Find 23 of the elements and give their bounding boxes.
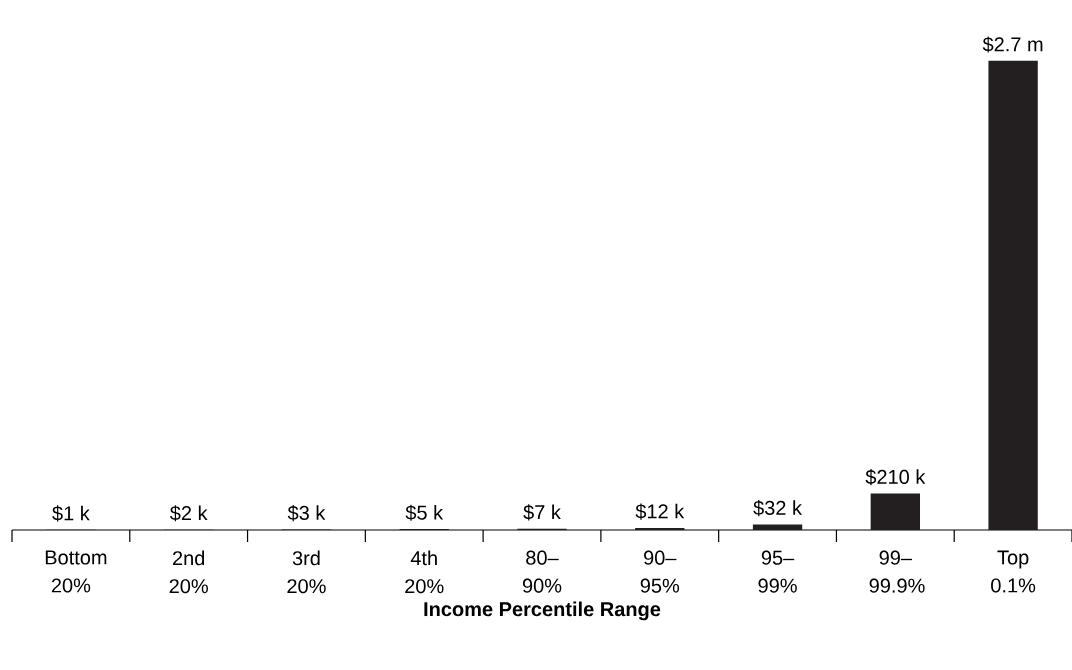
x-tick-label: 3rd 20% — [287, 550, 326, 594]
x-tick-label: Bottom 20% — [45, 550, 107, 593]
x-tick-label: 80–90% — [522, 550, 562, 593]
x-tick-label: Top 0.1% — [991, 550, 1036, 593]
x-tick-label: 90–95% — [640, 550, 680, 593]
x-tick-label: 2nd 20% — [169, 550, 208, 594]
bar — [870, 493, 920, 530]
x-axis-title: Income Percentile Range — [424, 601, 661, 621]
data-label: $1 k — [52, 505, 90, 522]
data-label: $2.7 m — [982, 36, 1043, 53]
x-tick-label: 99–99.9% — [869, 550, 925, 593]
data-label: $32 k — [753, 499, 803, 517]
bar — [988, 60, 1038, 530]
bar — [635, 527, 685, 530]
data-label: $5 k — [405, 504, 444, 521]
bar — [752, 524, 803, 530]
data-label: $12 k — [635, 503, 685, 520]
x-tick-label: 4th 20% — [405, 550, 444, 594]
data-label: $3 k — [287, 505, 326, 522]
data-label: $2 k — [169, 505, 208, 522]
data-label: $210 k — [865, 469, 926, 486]
x-tick-label: 95–99% — [758, 550, 797, 593]
data-label: $7 k — [523, 504, 561, 521]
